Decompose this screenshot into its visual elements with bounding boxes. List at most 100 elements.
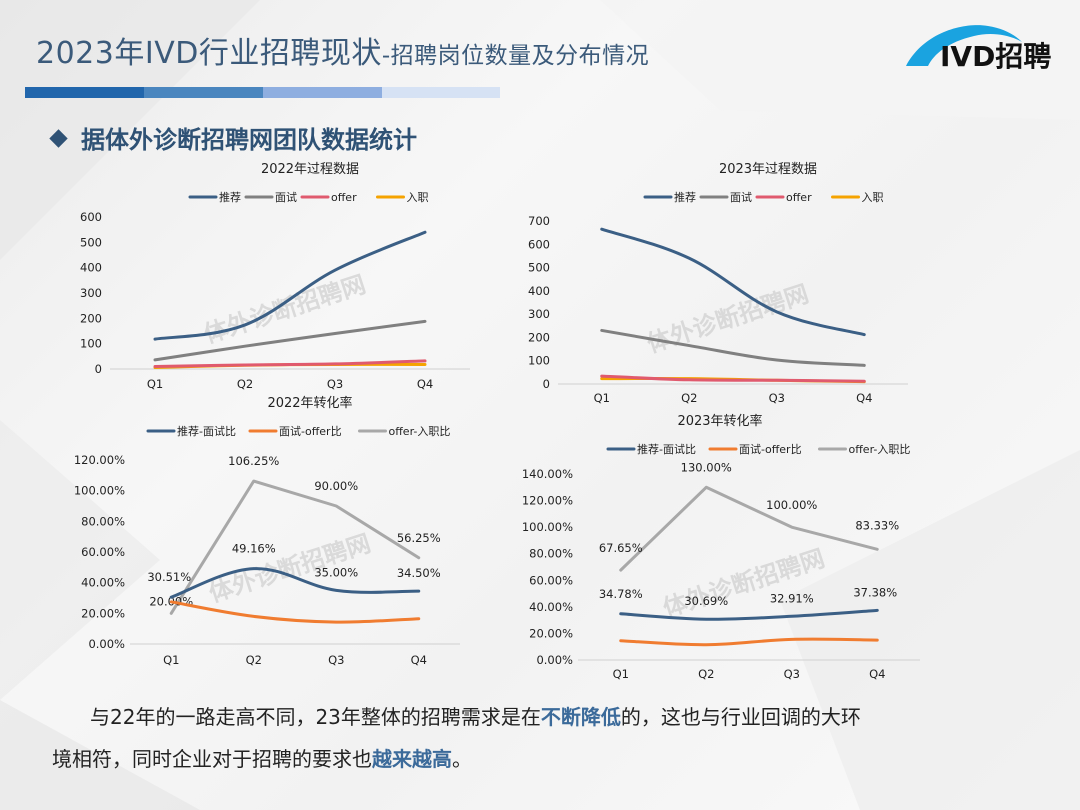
y-tick-label: 200 [80,311,102,325]
legend-label: offer-入职比 [849,443,911,456]
logo-text: IVD招聘 [940,40,1052,73]
series-line [600,374,866,383]
y-tick-label: 600 [80,210,102,224]
legend-item: 面试 [699,191,752,204]
y-tick-label: 100 [80,337,102,351]
data-label: 90.00% [314,479,358,493]
legend-label: 推荐-面试比 [177,424,236,438]
series-line [169,567,421,599]
legend-item: 推荐 [188,190,241,204]
summary-text: 境相符，同时企业对于招聘的要求也 [52,747,372,771]
summary-text: 的，这也与行业回调的大环 [620,705,861,729]
y-tick-label: 100.00% [74,484,125,498]
data-label: 32.91% [770,591,814,605]
legend-item: 面试 [244,191,297,204]
page-title-main: 2023年IVD行业招聘现状 [36,36,382,71]
y-tick-label: 100.00% [522,520,573,534]
data-label: 56.25% [397,531,441,545]
y-tick-label: 60.00% [81,545,125,559]
x-tick-label: Q3 [769,391,785,405]
y-tick-label: 200 [528,330,550,344]
y-tick-label: 40.00% [529,600,573,614]
legend-label: 入职 [862,191,884,204]
x-tick-label: Q1 [613,667,629,681]
page-title-sub: -招聘岗位数量及分布情况 [381,43,650,69]
x-tick-label: Q2 [698,667,714,681]
legend-item: 面试-offer比 [248,425,342,438]
summary-text: 。 [452,747,472,771]
legend-label: 推荐 [674,190,696,204]
x-tick-label: Q1 [594,391,610,405]
y-tick-label: 500 [528,261,550,275]
y-tick-label: 120.00% [74,453,125,467]
legend-label: 面试-offer比 [279,425,342,438]
series-line [169,600,421,624]
series-line [619,608,879,621]
page-title: 2023年IVD行业招聘现状-招聘岗位数量及分布情况 [36,28,649,72]
y-tick-label: 600 [528,237,550,251]
y-tick-label: 80.00% [81,514,125,528]
y-tick-label: 400 [80,261,102,275]
x-tick-label: Q4 [417,377,433,391]
y-tick-label: 0.00% [88,637,125,651]
x-tick-label: Q3 [328,653,344,667]
x-tick-label: Q3 [327,377,343,391]
series-line [600,328,866,367]
y-tick-label: 60.00% [529,573,573,587]
y-tick-label: 120.00% [522,494,573,508]
y-tick-label: 700 [528,214,550,228]
data-label: 30.51% [147,570,191,584]
series-line [153,230,427,341]
data-label: 130.00% [681,460,732,474]
y-tick-label: 0 [543,377,550,391]
accent-bar-1 [25,87,144,98]
legend-label: 面试-offer比 [739,443,802,456]
data-label: 83.33% [855,518,899,532]
y-tick-label: 0.00% [536,653,573,667]
x-tick-label: Q4 [856,391,872,405]
legend-label: 入职 [407,191,429,204]
watermark-text: 体外诊断招聘网 [201,270,369,349]
accent-bar-2 [144,87,263,98]
series-line [153,359,427,368]
series-line [600,227,866,337]
series-line [619,637,879,647]
y-tick-label: 40.00% [81,576,125,590]
ivd-logo: IVD招聘 [900,18,1070,78]
legend-item: 面试-offer比 [708,443,802,456]
legend-item: offer [300,191,357,204]
y-tick-label: 20.00% [81,606,125,620]
legend-label: 面试 [730,191,752,204]
accent-bar-4 [382,87,500,98]
highlight-decreasing: 不断降低 [540,705,621,729]
y-tick-label: 0 [95,362,102,376]
legend-label: 推荐 [219,190,241,204]
chart-title: 2023年转化率 [677,413,762,429]
logo-arc-icon [906,25,1022,66]
y-tick-label: 300 [528,307,550,321]
highlight-increasing: 越来越高 [372,747,452,771]
y-tick-label: 400 [528,284,550,298]
y-tick-label: 80.00% [529,547,573,561]
legend-label: offer [331,191,357,204]
data-label: 35.00% [314,565,358,579]
chart-title: 2023年过程数据 [719,162,817,177]
summary-line-1: 与22年的一路走高不同，23年整体的招聘需求是在不断降低的，这也与行业回调的大环 [52,698,1042,736]
legend-item: 推荐-面试比 [146,424,236,438]
legend-label: offer-入职比 [389,425,451,438]
x-tick-label: Q3 [784,667,800,681]
y-tick-label: 100 [528,354,550,368]
summary-paragraph: 与22年的一路走高不同，23年整体的招聘需求是在不断降低的，这也与行业回调的大环… [52,698,1042,778]
y-tick-label: 20.00% [529,626,573,640]
legend-item: offer-入职比 [358,425,451,438]
data-label: 34.50% [397,566,441,580]
y-tick-label: 140.00% [522,467,573,481]
chart-title: 2022年转化率 [267,395,352,411]
x-tick-label: Q2 [246,653,262,667]
section-heading-text: 据体外诊断招聘网团队数据统计 [81,126,417,154]
series-line [153,319,427,362]
data-label: 37.38% [853,585,897,599]
